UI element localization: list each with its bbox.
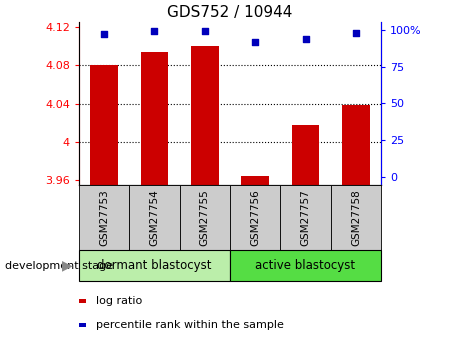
Bar xyxy=(79,299,86,303)
Bar xyxy=(230,250,381,281)
Bar xyxy=(129,185,179,250)
Bar xyxy=(230,185,281,250)
Bar xyxy=(90,65,118,185)
Text: GSM27753: GSM27753 xyxy=(99,189,109,246)
Bar xyxy=(331,185,381,250)
Bar xyxy=(292,126,319,185)
Text: dormant blastocyst: dormant blastocyst xyxy=(97,259,212,272)
Point xyxy=(352,30,359,36)
Text: ▶: ▶ xyxy=(61,259,72,273)
Title: GDS752 / 10944: GDS752 / 10944 xyxy=(167,5,293,20)
Bar xyxy=(141,52,168,185)
Text: GSM27756: GSM27756 xyxy=(250,189,260,246)
Bar xyxy=(179,185,230,250)
Point xyxy=(252,39,259,45)
Text: GSM27758: GSM27758 xyxy=(351,189,361,246)
Bar xyxy=(191,46,219,185)
Point xyxy=(302,36,309,41)
Text: GSM27757: GSM27757 xyxy=(300,189,311,246)
Text: percentile rank within the sample: percentile rank within the sample xyxy=(96,320,283,330)
Bar xyxy=(79,185,129,250)
Bar xyxy=(342,106,370,185)
Text: development stage: development stage xyxy=(5,261,113,270)
Text: active blastocyst: active blastocyst xyxy=(255,259,356,272)
Text: log ratio: log ratio xyxy=(96,296,142,306)
Point xyxy=(201,29,208,34)
Text: GSM27755: GSM27755 xyxy=(200,189,210,246)
Text: GSM27754: GSM27754 xyxy=(149,189,160,246)
Point xyxy=(101,31,108,37)
Bar xyxy=(79,250,230,281)
Bar xyxy=(281,185,331,250)
Bar xyxy=(79,323,86,327)
Point xyxy=(151,29,158,34)
Bar xyxy=(241,176,269,185)
